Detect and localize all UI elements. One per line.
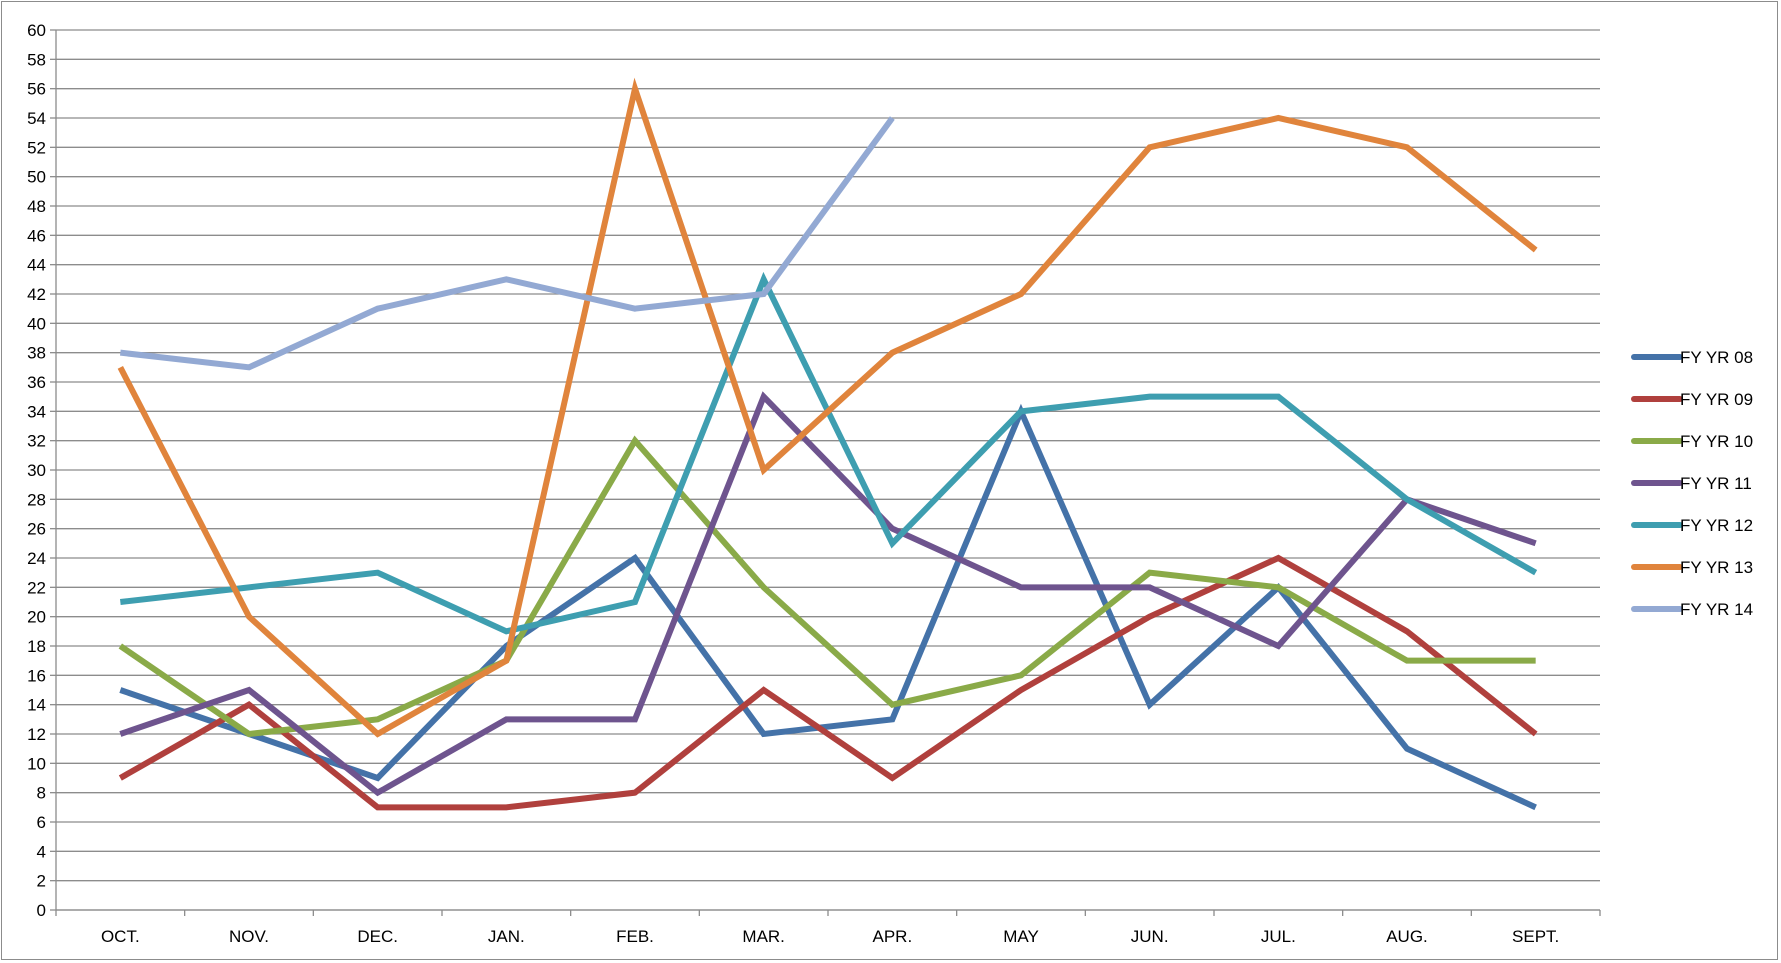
legend-item: FY YR 12 [1631,516,1753,535]
series-line-fy-yr-14 [119,116,895,371]
y-tick-label: 30 [27,461,46,480]
y-tick-label: 50 [27,168,46,187]
x-tick-label-nov: NOV. [229,927,269,946]
y-tick-label: 14 [27,696,46,715]
x-tick-label-dec: DEC. [357,927,398,946]
y-tick-label: 56 [27,80,46,99]
legend-item: FY YR 13 [1631,558,1753,577]
legend-label: FY YR 11 [1680,474,1752,493]
x-tick-label-feb: FEB. [616,927,654,946]
y-tick-label: 6 [37,813,46,832]
y-tick-label: 26 [27,520,46,539]
y-tick-label: 34 [27,402,46,421]
y-tick-label: 32 [27,432,46,451]
y-tick-label: 40 [27,314,46,333]
y-axis-ticks: 0246810121416182022242628303234363840424… [27,21,56,920]
series-line-fy-yr-10 [118,435,1536,738]
x-tick-label-may: MAY [1003,927,1039,946]
y-tick-label: 0 [37,901,46,920]
legend-item: FY YR 10 [1631,432,1753,451]
y-tick-label: 44 [27,256,46,275]
y-tick-label: 16 [27,666,46,685]
legend: FY YR 08 FY YR 09 FY YR 10 FY YR 11 FY YR 12… [1631,348,1753,619]
y-tick-label: 60 [27,21,46,40]
y-tick-label: 28 [27,490,46,509]
legend-label: FY YR 09 [1680,390,1753,409]
series-lines [117,77,1538,811]
legend-item: FY YR 09 [1631,390,1753,409]
x-tick-label-oct: OCT. [101,927,140,946]
y-tick-label: 18 [27,637,46,656]
series-line-fy-yr-08 [119,403,1537,811]
y-tick-label: 46 [27,226,46,245]
y-tick-label: 12 [27,725,46,744]
x-tick-label-jan: JAN. [488,927,525,946]
legend-label: FY YR 10 [1680,432,1753,451]
series-line-fy-yr-11 [119,391,1537,797]
y-tick-label: 36 [27,373,46,392]
y-tick-label: 4 [37,842,46,861]
legend-label: FY YR 12 [1680,516,1753,535]
x-tick-label-jul: JUL. [1261,927,1296,946]
series-line-fy-yr-09 [118,554,1538,811]
legend-label: FY YR 14 [1680,600,1753,619]
y-tick-label: 38 [27,344,46,363]
x-tick-label-apr: APR. [872,927,912,946]
legend-item: FY YR 08 [1631,348,1753,367]
y-tick-label: 22 [27,578,46,597]
y-tick-label: 42 [27,285,46,304]
x-axis-ticks: OCT. NOV. DEC. JAN. FEB. MAR. APR. MAY JUN. JUL. A… [55,910,1601,946]
series-line-fy-yr-13 [117,77,1538,738]
legend-item: FY YR 14 [1631,600,1753,619]
y-tick-label: 8 [37,784,46,803]
legend-item: FY YR 11 [1631,474,1752,493]
y-tick-label: 24 [27,549,46,568]
y-tick-label: 52 [27,138,46,157]
y-tick-label: 48 [27,197,46,216]
x-tick-label-mar: MAR. [742,927,785,946]
y-tick-label: 2 [37,872,46,891]
y-tick-label: 20 [27,608,46,627]
y-tick-label: 58 [27,50,46,69]
y-tick-label: 10 [27,754,46,773]
y-tick-label: 54 [27,109,46,128]
legend-label: FY YR 13 [1680,558,1753,577]
x-tick-label-sept: SEPT. [1512,927,1559,946]
x-tick-label-jun: JUN. [1131,927,1169,946]
x-tick-label-aug: AUG. [1386,927,1428,946]
legend-label: FY YR 08 [1680,348,1753,367]
